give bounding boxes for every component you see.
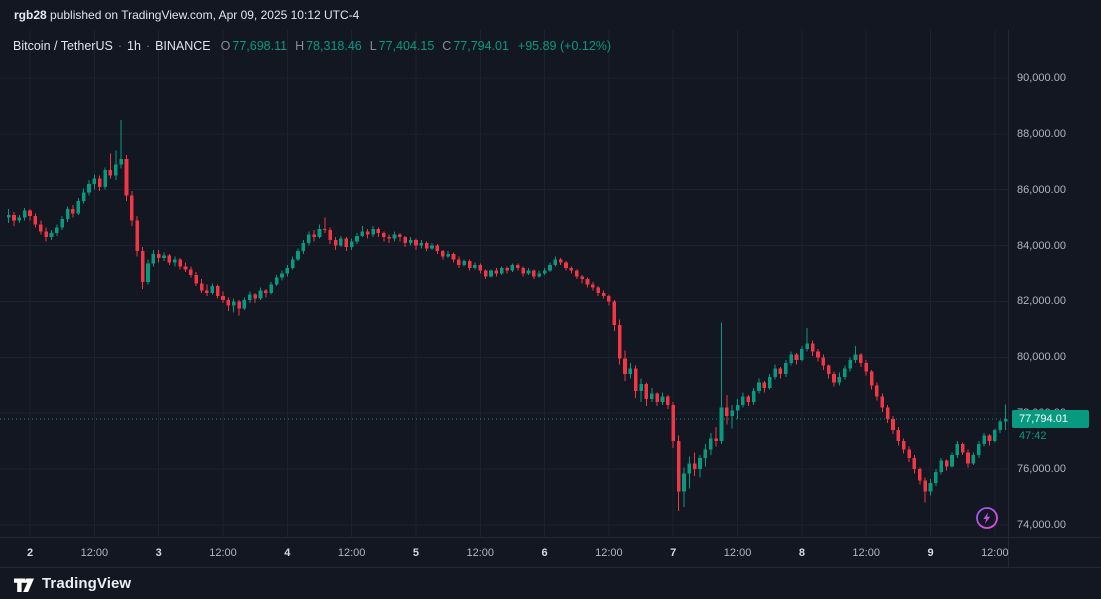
price-tick-label: 90,000.00 [1017, 71, 1066, 84]
candlestick-chart[interactable] [0, 30, 1008, 537]
time-tick-label: 12:00 [723, 547, 752, 559]
current-price-value: 77,794.01 [1012, 409, 1089, 428]
lightning-icon [976, 507, 998, 529]
close-key: C [442, 39, 452, 53]
time-tick-label: 12:00 [80, 547, 109, 559]
exchange-label[interactable]: BINANCE [155, 39, 211, 53]
share-username: rgb28 [14, 8, 47, 22]
price-tick-label: 84,000.00 [1017, 239, 1066, 252]
legend-separator: · [145, 39, 151, 53]
legend-separator: · [117, 39, 122, 53]
close-value: 77,794.01 [453, 39, 509, 53]
time-tick-label: 12:00 [337, 547, 366, 559]
open-key: O [220, 39, 231, 53]
tradingview-brand-text: TradingView [42, 575, 132, 592]
time-axis-corner [1008, 538, 1101, 567]
symbol-title[interactable]: Bitcoin / TetherUS [13, 39, 113, 53]
time-tick-label: 8 [798, 547, 805, 559]
time-tick-label: 12:00 [981, 547, 1009, 559]
interval-label[interactable]: 1h [127, 39, 141, 53]
time-tick-label: 12:00 [209, 547, 237, 559]
current-price-label: 77,794.01 47:42 [1012, 409, 1089, 444]
tradingview-link[interactable]: TradingView [13, 574, 131, 594]
share-bar: rgb28 published on TradingView.com, Apr … [0, 0, 1101, 30]
change-value: +95.89 (+0.12%) [517, 39, 612, 53]
low-key: L [369, 39, 377, 53]
time-tick-label: 4 [284, 547, 291, 559]
time-tick-label: 5 [412, 547, 420, 559]
ohlc-readout: O 77,698.11 H 78,318.46 L 77,404.15 C 77,794.01 [221, 39, 517, 53]
price-tick-label: 74,000.00 [1017, 518, 1066, 531]
open-value: 77,698.11 [232, 39, 288, 53]
price-tick-label: 76,000.00 [1017, 463, 1066, 476]
time-tick-label: 9 [927, 547, 934, 559]
time-tick-label: 12:00 [852, 547, 880, 559]
high-value: 78,318.46 [306, 39, 362, 53]
chart-legend: Bitcoin / TetherUS · 1h · BINANCE O 77,698.11 H… [13, 38, 611, 55]
price-tick-label: 86,000.00 [1017, 183, 1066, 196]
time-tick-label: 12:00 [595, 547, 623, 559]
high-key: H [295, 39, 305, 53]
price-axis[interactable]: 77,794.01 47:42 90,000.00 88,000.00 86,000… [1008, 30, 1101, 537]
time-tick-label: 12:00 [466, 547, 495, 559]
time-tick-label: 2 [26, 547, 34, 559]
tradingview-logo-icon [14, 578, 34, 592]
time-axis-track[interactable]: 2 12:00 3 12:00 4 12:00 5 12:00 6 12:00 7 12:00 8 12:… [0, 538, 1009, 567]
time-tick-label: 6 [541, 547, 548, 559]
chart-plot[interactable]: Bitcoin / TetherUS · 1h · BINANCE O 77,698.11 H… [0, 30, 1008, 537]
time-axis[interactable]: 2 12:00 3 12:00 4 12:00 5 12:00 6 12:00 7 12:00 8 12:… [0, 537, 1101, 567]
share-text: published on TradingView.com, Apr 09, 20… [46, 8, 360, 22]
price-tick-label: 88,000.00 [1017, 127, 1066, 140]
time-tick-label: 7 [670, 547, 677, 559]
low-value: 77,404.15 [378, 39, 435, 53]
footer: TradingView [0, 567, 1101, 599]
boost-button[interactable] [974, 505, 1000, 531]
price-tick-label: 80,000.00 [1017, 351, 1066, 364]
price-tick-label: 82,000.00 [1017, 295, 1066, 308]
candle-countdown: 47:42 [1019, 429, 1047, 442]
time-tick-label: 3 [155, 547, 162, 559]
